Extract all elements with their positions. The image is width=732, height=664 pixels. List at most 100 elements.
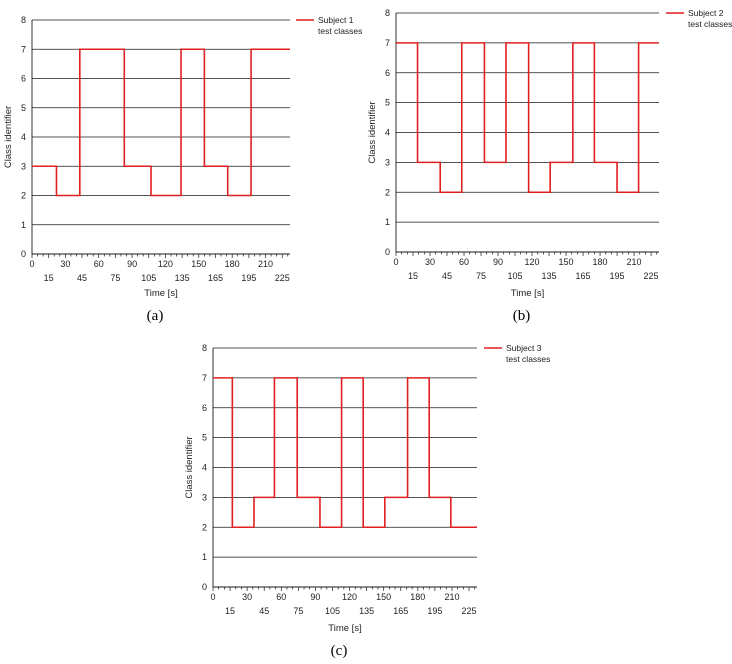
y-tick-label: 5 — [385, 98, 390, 108]
x-tick-label: 120 — [525, 257, 540, 267]
y-axis-title: Class identifier — [3, 106, 14, 168]
x-tick-label: 15 — [44, 273, 54, 283]
y-tick-label: 6 — [385, 68, 390, 78]
y-tick-label: 7 — [202, 373, 207, 383]
x-tick-label: 45 — [77, 273, 87, 283]
y-axis-title: Class identifier — [184, 436, 195, 498]
x-tick-label: 75 — [293, 606, 303, 616]
legend-label: Subject 3 — [506, 343, 542, 353]
x-tick-label: 225 — [644, 271, 659, 281]
y-tick-label: 8 — [202, 343, 207, 353]
x-tick-label: 180 — [410, 592, 425, 602]
series-line — [32, 48, 290, 197]
x-tick-label: 60 — [459, 257, 469, 267]
x-tick-label: 105 — [508, 271, 523, 281]
x-tick-label: 165 — [393, 606, 408, 616]
y-tick-label: 7 — [385, 38, 390, 48]
x-tick-label: 75 — [110, 273, 120, 283]
y-tick-label: 6 — [21, 74, 26, 84]
y-tick-label: 1 — [21, 220, 26, 230]
y-tick-label: 4 — [202, 463, 207, 473]
x-tick-label: 0 — [29, 259, 34, 269]
y-tick-label: 1 — [385, 217, 390, 227]
x-tick-label: 195 — [610, 271, 625, 281]
x-tick-label: 210 — [258, 259, 273, 269]
figure-caption: (c) — [331, 643, 348, 659]
y-tick-label: 3 — [202, 492, 207, 502]
x-tick-label: 75 — [476, 271, 486, 281]
x-axis-title: Time [s] — [511, 288, 544, 299]
x-tick-label: 30 — [60, 259, 70, 269]
x-tick-label: 135 — [542, 271, 557, 281]
x-tick-label: 60 — [94, 259, 104, 269]
x-tick-label: 135 — [175, 273, 190, 283]
legend-label: test classes — [688, 19, 732, 29]
x-tick-label: 180 — [593, 257, 608, 267]
x-tick-label: 60 — [276, 592, 286, 602]
x-tick-label: 195 — [241, 273, 256, 283]
y-tick-label: 0 — [21, 249, 26, 259]
x-tick-label: 120 — [158, 259, 173, 269]
x-tick-label: 30 — [425, 257, 435, 267]
x-tick-label: 210 — [444, 592, 459, 602]
legend-label: test classes — [506, 354, 550, 364]
series-line — [396, 42, 659, 194]
x-tick-label: 0 — [210, 592, 215, 602]
x-tick-label: 90 — [493, 257, 503, 267]
x-tick-label: 90 — [127, 259, 137, 269]
y-tick-label: 0 — [202, 582, 207, 592]
x-tick-label: 225 — [275, 273, 290, 283]
figure-caption: (b) — [513, 308, 531, 324]
series-line — [213, 377, 477, 529]
y-axis-title: Class identifier — [367, 101, 378, 163]
x-tick-label: 30 — [242, 592, 252, 602]
x-tick-label: 225 — [462, 606, 477, 616]
y-tick-label: 3 — [21, 161, 26, 171]
x-tick-label: 135 — [359, 606, 374, 616]
y-tick-label: 8 — [385, 8, 390, 18]
y-tick-label: 3 — [385, 157, 390, 167]
x-tick-label: 105 — [325, 606, 340, 616]
x-tick-label: 0 — [393, 257, 398, 267]
x-tick-label: 45 — [442, 271, 452, 281]
y-tick-label: 2 — [202, 522, 207, 532]
y-tick-label: 5 — [21, 103, 26, 113]
x-tick-label: 180 — [225, 259, 240, 269]
y-tick-label: 2 — [385, 187, 390, 197]
x-tick-label: 195 — [427, 606, 442, 616]
y-tick-label: 5 — [202, 433, 207, 443]
x-axis-title: Time [s] — [144, 288, 177, 299]
x-tick-label: 120 — [342, 592, 357, 602]
legend-label: Subject 2 — [688, 8, 724, 18]
legend-label: Subject 1 — [318, 15, 354, 25]
y-tick-label: 7 — [21, 44, 26, 54]
x-tick-label: 210 — [627, 257, 642, 267]
x-tick-label: 15 — [225, 606, 235, 616]
y-tick-label: 1 — [202, 552, 207, 562]
y-tick-label: 6 — [202, 403, 207, 413]
y-tick-label: 4 — [385, 128, 390, 138]
y-tick-label: 8 — [21, 15, 26, 25]
figure-caption: (a) — [147, 308, 164, 324]
y-tick-label: 4 — [21, 132, 26, 142]
x-tick-label: 165 — [208, 273, 223, 283]
x-tick-label: 165 — [576, 271, 591, 281]
y-tick-label: 2 — [21, 191, 26, 201]
x-tick-label: 150 — [559, 257, 574, 267]
x-tick-label: 90 — [310, 592, 320, 602]
x-axis-title: Time [s] — [328, 623, 361, 634]
x-tick-label: 15 — [408, 271, 418, 281]
x-tick-label: 150 — [191, 259, 206, 269]
x-tick-label: 105 — [141, 273, 156, 283]
x-tick-label: 45 — [259, 606, 269, 616]
x-tick-label: 150 — [376, 592, 391, 602]
legend-label: test classes — [318, 26, 362, 36]
y-tick-label: 0 — [385, 247, 390, 257]
